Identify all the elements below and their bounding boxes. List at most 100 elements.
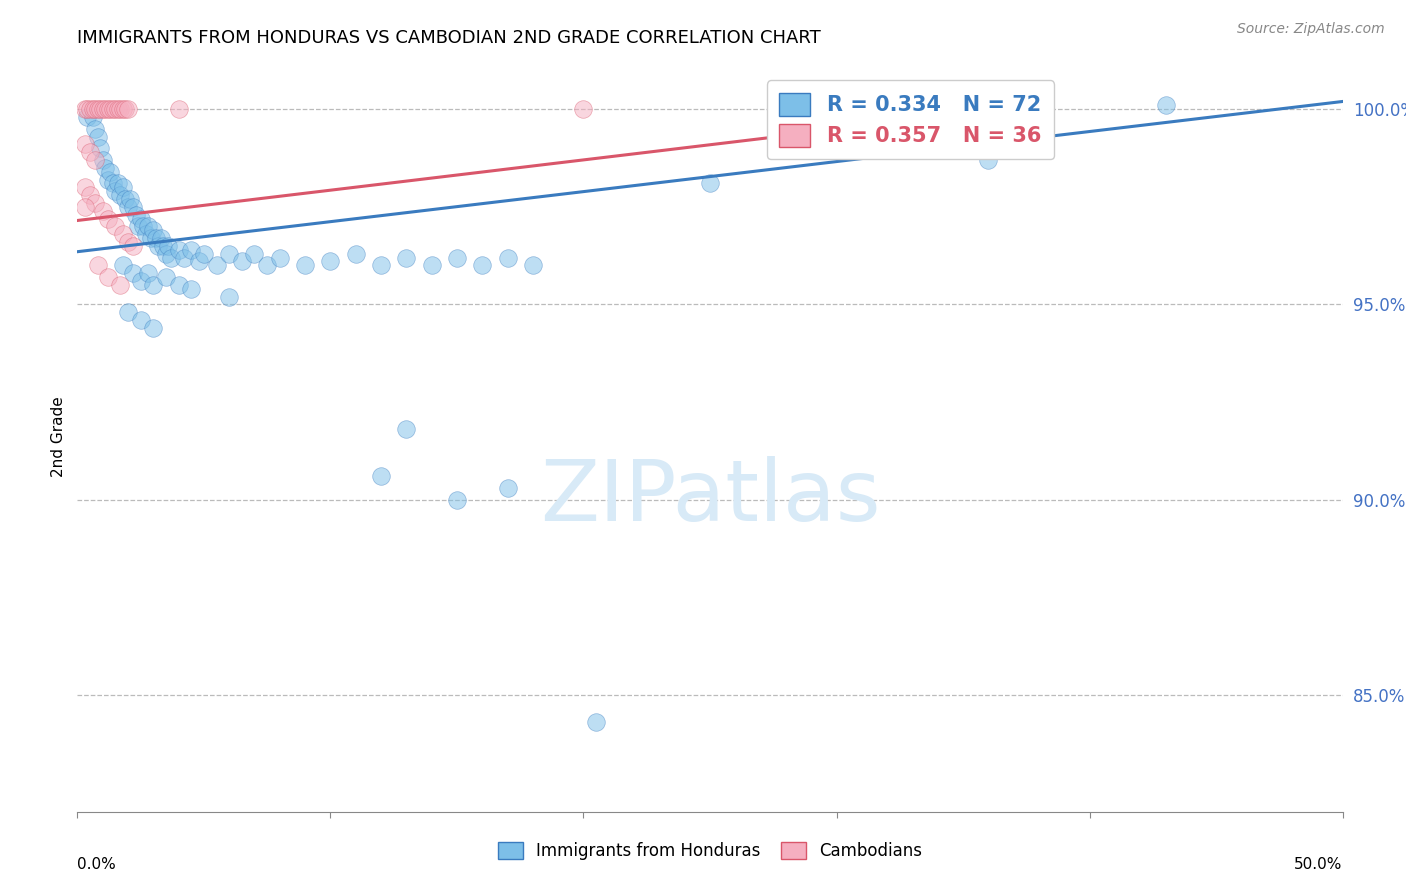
Point	[79, 145, 101, 160]
Point	[139, 231, 162, 245]
Point	[155, 270, 177, 285]
Point	[76, 110, 98, 124]
Point	[142, 223, 165, 237]
Point	[319, 254, 342, 268]
Point	[344, 246, 367, 260]
Point	[420, 258, 443, 272]
Point	[145, 231, 167, 245]
Point	[180, 243, 202, 257]
Point	[107, 102, 129, 116]
Point	[111, 227, 134, 242]
Point	[73, 102, 96, 116]
Point	[97, 172, 120, 186]
Point	[256, 258, 278, 272]
Point	[446, 492, 468, 507]
Point	[243, 246, 266, 260]
Point	[104, 184, 127, 198]
Point	[73, 137, 96, 152]
Point	[117, 102, 139, 116]
Point	[977, 153, 1000, 167]
Point	[84, 102, 107, 116]
Point	[114, 192, 136, 206]
Point	[136, 219, 159, 234]
Point	[269, 251, 291, 265]
Point	[193, 246, 215, 260]
Point	[167, 243, 190, 257]
Point	[82, 110, 104, 124]
Point	[84, 153, 107, 167]
Point	[107, 177, 129, 191]
Point	[89, 141, 111, 155]
Point	[79, 102, 101, 116]
Point	[395, 422, 418, 436]
Point	[496, 251, 519, 265]
Point	[370, 258, 392, 272]
Point	[129, 313, 152, 327]
Point	[142, 277, 165, 292]
Point	[114, 102, 136, 116]
Point	[97, 211, 120, 226]
Point	[97, 270, 120, 285]
Point	[101, 102, 124, 116]
Point	[446, 251, 468, 265]
Point	[91, 203, 114, 218]
Point	[117, 200, 139, 214]
Point	[572, 102, 595, 116]
Point	[104, 219, 127, 234]
Point	[91, 102, 114, 116]
Point	[73, 180, 96, 194]
Point	[148, 239, 170, 253]
Point	[98, 102, 121, 116]
Point	[101, 177, 124, 191]
Point	[129, 274, 152, 288]
Text: ZIPatlas: ZIPatlas	[540, 456, 880, 539]
Point	[124, 208, 146, 222]
Point	[370, 469, 392, 483]
Point	[395, 251, 418, 265]
Point	[120, 192, 142, 206]
Point	[167, 277, 190, 292]
Point	[180, 282, 202, 296]
Point	[86, 258, 108, 272]
Text: Source: ZipAtlas.com: Source: ZipAtlas.com	[1237, 22, 1385, 37]
Point	[585, 714, 607, 729]
Point	[1154, 98, 1177, 112]
Point	[157, 239, 180, 253]
Text: 50.0%: 50.0%	[1295, 856, 1343, 871]
Point	[155, 246, 177, 260]
Point	[84, 195, 107, 210]
Point	[218, 246, 240, 260]
Point	[86, 102, 108, 116]
Point	[127, 219, 149, 234]
Y-axis label: 2nd Grade: 2nd Grade	[51, 397, 66, 477]
Point	[699, 177, 721, 191]
Point	[111, 180, 134, 194]
Point	[218, 290, 240, 304]
Point	[471, 258, 494, 272]
Point	[122, 200, 145, 214]
Point	[110, 102, 132, 116]
Point	[167, 102, 190, 116]
Point	[496, 481, 519, 495]
Point	[136, 266, 159, 280]
Point	[111, 102, 134, 116]
Point	[82, 102, 104, 116]
Point	[94, 102, 117, 116]
Point	[122, 266, 145, 280]
Text: 0.0%: 0.0%	[77, 856, 117, 871]
Point	[142, 320, 165, 334]
Point	[122, 239, 145, 253]
Point	[110, 188, 132, 202]
Point	[152, 239, 174, 253]
Point	[97, 102, 120, 116]
Point	[117, 305, 139, 319]
Point	[111, 258, 134, 272]
Point	[173, 251, 195, 265]
Point	[129, 211, 152, 226]
Point	[79, 188, 101, 202]
Point	[149, 231, 172, 245]
Point	[84, 121, 107, 136]
Text: IMMIGRANTS FROM HONDURAS VS CAMBODIAN 2ND GRADE CORRELATION CHART: IMMIGRANTS FROM HONDURAS VS CAMBODIAN 2N…	[77, 29, 821, 47]
Point	[522, 258, 544, 272]
Point	[135, 227, 157, 242]
